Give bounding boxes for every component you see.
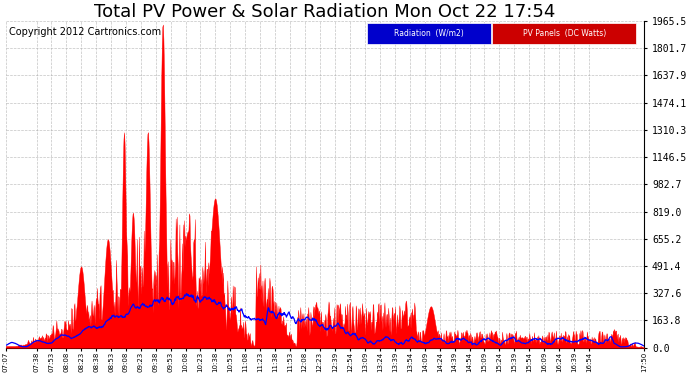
Bar — [493, 22, 636, 44]
Text: Copyright 2012 Cartronics.com: Copyright 2012 Cartronics.com — [9, 27, 161, 38]
Title: Total PV Power & Solar Radiation Mon Oct 22 17:54: Total PV Power & Solar Radiation Mon Oct… — [95, 3, 555, 21]
Text: Radiation  (W/m2): Radiation (W/m2) — [393, 29, 464, 38]
Text: PV Panels  (DC Watts): PV Panels (DC Watts) — [523, 29, 606, 38]
Bar — [366, 22, 491, 44]
